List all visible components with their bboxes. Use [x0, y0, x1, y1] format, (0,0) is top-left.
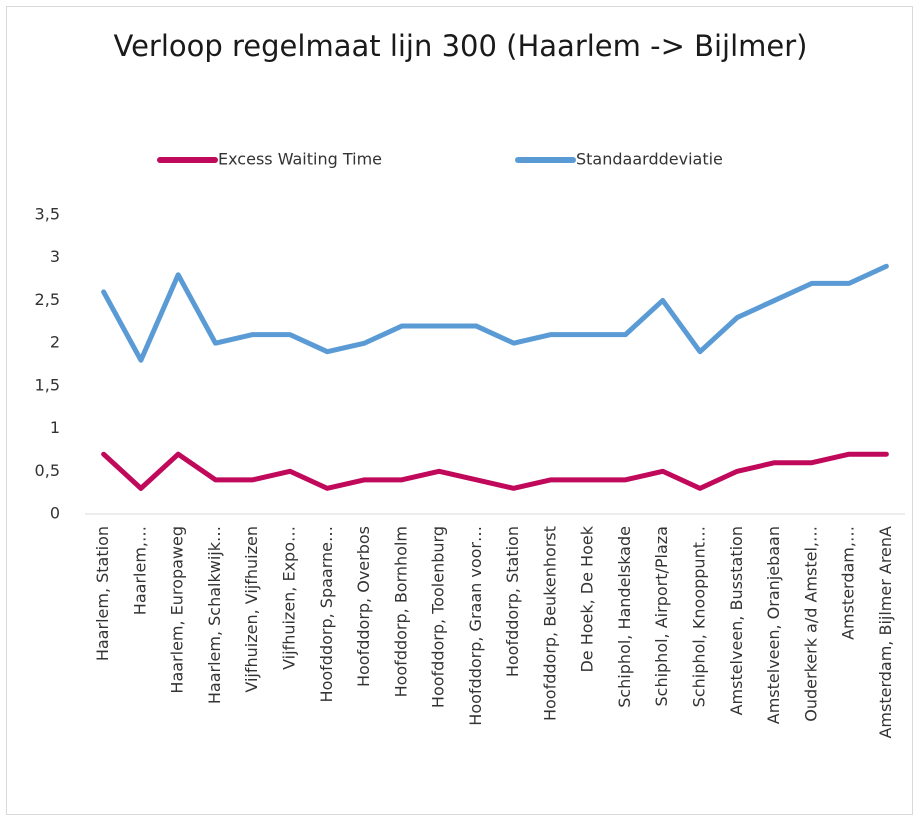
x-tick-label: Vijfhuizen, Vijfhuizen	[242, 526, 261, 693]
x-tick-label: Hoofddorp, Toolenburg	[429, 526, 448, 708]
y-tick-label: 0	[50, 504, 60, 523]
y-tick-label: 3,5	[35, 205, 60, 224]
x-tick-label: Vijfhuizen, Expo…	[280, 526, 299, 670]
y-tick-label: 1	[50, 418, 60, 437]
x-tick-label: Haarlem, Europaweg	[168, 526, 187, 694]
x-tick-label: Hoofddorp, Overbos	[354, 526, 373, 687]
series-line	[101, 263, 889, 363]
x-tick-label: Amstelveen, Oranjebaan	[764, 526, 783, 724]
x-tick-label: Schiphol, Knooppunt…	[690, 526, 709, 707]
x-tick-label: Ouderkerk a/d Amstel,…	[801, 526, 820, 722]
x-tick-label: Hoofddorp, Spaarne…	[317, 526, 336, 702]
legend-label: Standaarddeviatie	[576, 150, 723, 169]
y-tick-label: 0,5	[35, 461, 60, 480]
series-line	[101, 451, 889, 491]
x-tick-label: Haarlem, Station	[93, 526, 112, 661]
x-tick-label: Schiphol, Airport/Plaza	[652, 526, 671, 707]
chart-title: Verloop regelmaat lijn 300 (Haarlem -> B…	[113, 29, 808, 63]
x-tick-label: Hoofddorp, Bornholm	[391, 526, 410, 697]
chart-frame	[6, 6, 913, 815]
legend-label: Excess Waiting Time	[218, 150, 382, 169]
x-tick-label: Hoofddorp, Beukenhorst	[540, 526, 559, 721]
x-tick-label: Amsterdam, Bijlmer ArenA	[876, 526, 895, 739]
x-tick-label: Hoofddorp, Graan voor…	[466, 526, 485, 726]
x-tick-label: Haarlem, Schalkwijk…	[205, 526, 224, 704]
x-tick-label: Amsterdam,…	[839, 526, 858, 640]
y-tick-label: 2,5	[35, 290, 60, 309]
x-tick-label: Haarlem,…	[130, 526, 149, 615]
y-tick-label: 1,5	[35, 375, 60, 394]
x-tick-label: Hoofddorp, Station	[503, 526, 522, 677]
x-tick-label: Amstelveen, Busstation	[727, 526, 746, 715]
x-tick-label: De Hoek, De Hoek	[578, 525, 597, 672]
y-tick-label: 2	[50, 333, 60, 352]
y-tick-label: 3	[50, 247, 60, 266]
x-tick-label: Schiphol, Handelskade	[615, 526, 634, 708]
